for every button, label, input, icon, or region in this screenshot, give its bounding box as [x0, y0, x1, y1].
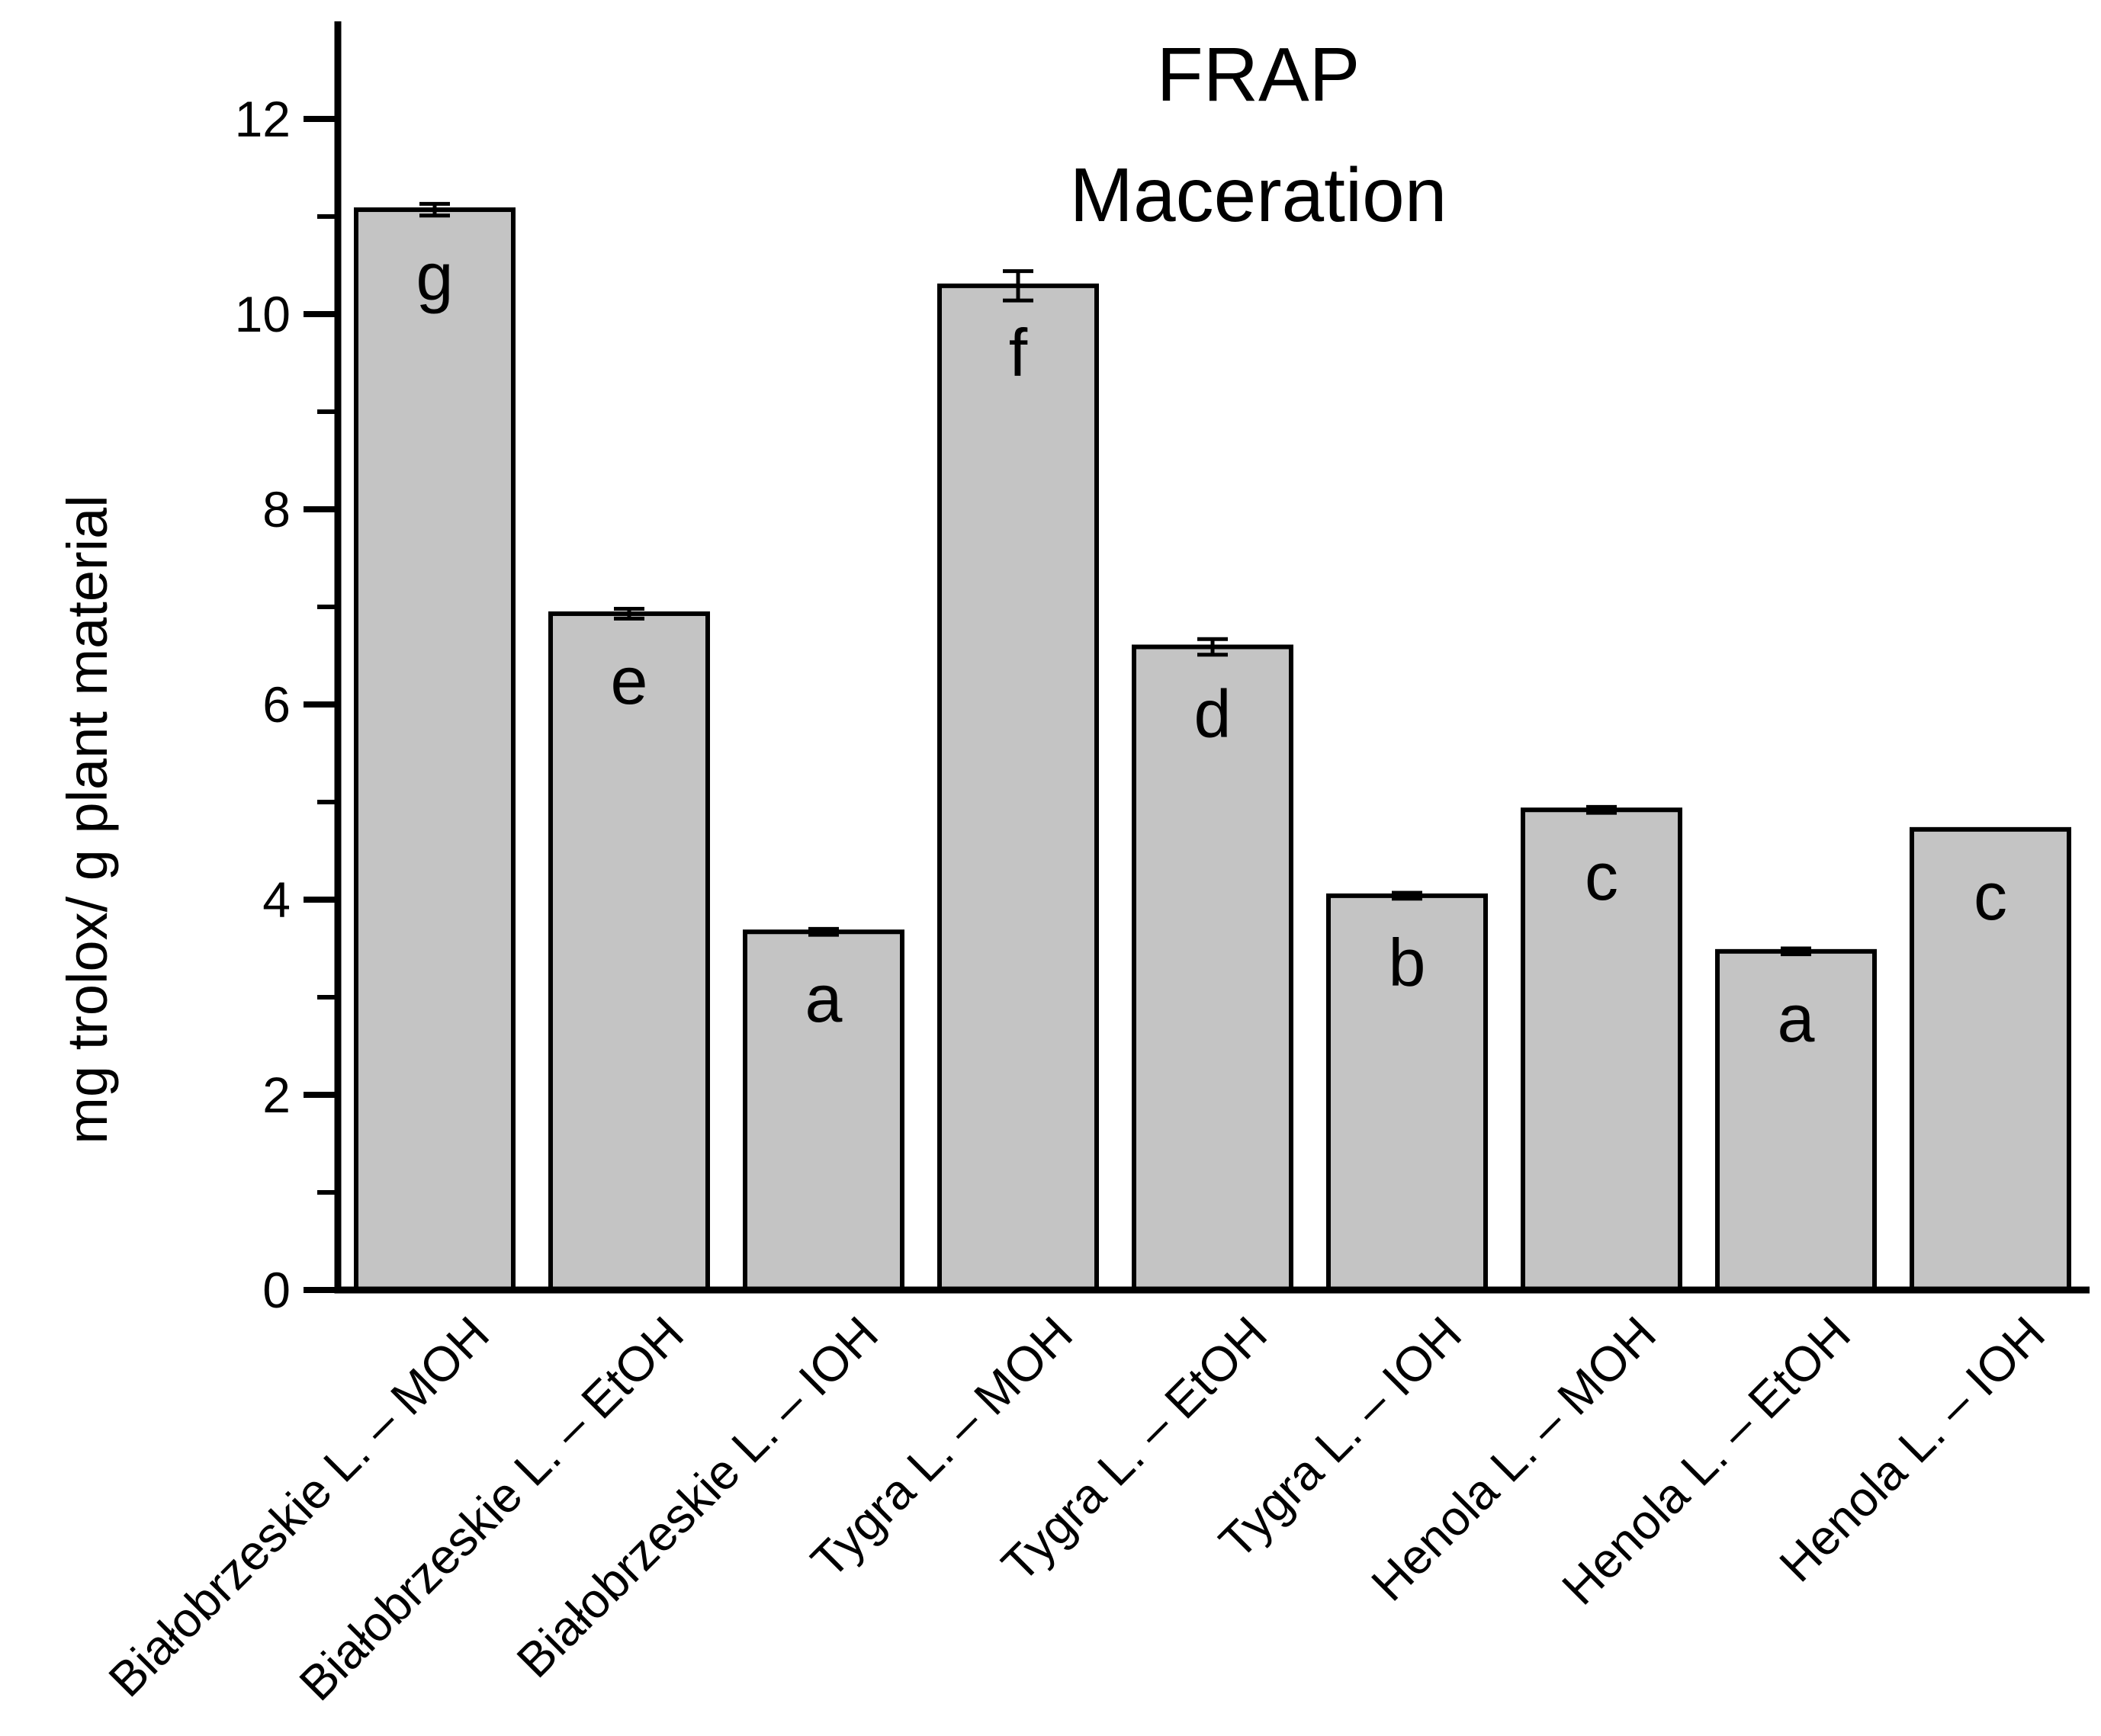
bar	[937, 283, 1099, 1292]
y-tick-label: 12	[235, 91, 291, 147]
significance-letter: e	[611, 643, 648, 718]
axes-group	[334, 21, 2090, 1294]
y-axis-tick-labels-group: 0 2 4 6 8 10 12	[235, 91, 291, 1318]
chart-title-line-2: Maceration	[1070, 152, 1447, 238]
significance-letter: a	[1778, 980, 1815, 1056]
significance-letter: g	[416, 239, 454, 314]
y-axis-ticks-group	[304, 116, 338, 1293]
y-tick-label: 8	[262, 481, 291, 537]
y-tick-label: 10	[235, 286, 291, 342]
y-tick-label: 4	[262, 871, 291, 928]
bar	[1715, 948, 1877, 1292]
significance-letter: f	[1009, 315, 1028, 390]
x-axis-category-label: Białobrzeskie L. – MOH	[98, 1306, 500, 1707]
bar	[548, 611, 710, 1292]
significance-letter: a	[805, 961, 843, 1036]
significance-letter: b	[1389, 925, 1426, 1000]
x-axis-category-label: Białobrzeskie L. – IOH	[506, 1306, 888, 1688]
bar	[354, 207, 516, 1292]
significance-letters-group: g e a f d b c a c	[416, 239, 2007, 1056]
y-tick-label: 0	[262, 1262, 291, 1318]
x-axis-category-label: Białobrzeskie L. – EtOH	[289, 1306, 694, 1711]
significance-letter: c	[1585, 839, 1618, 914]
error-bars-group	[419, 201, 1811, 957]
significance-letter: d	[1194, 675, 1232, 751]
y-tick-label: 6	[262, 676, 291, 733]
y-tick-label: 2	[262, 1067, 291, 1123]
chart-title-line-1: FRAP	[1157, 32, 1361, 117]
y-axis-title: mg trolox/ g plant material	[56, 495, 119, 1144]
bar	[1326, 893, 1488, 1292]
significance-letter: c	[1974, 858, 2007, 934]
